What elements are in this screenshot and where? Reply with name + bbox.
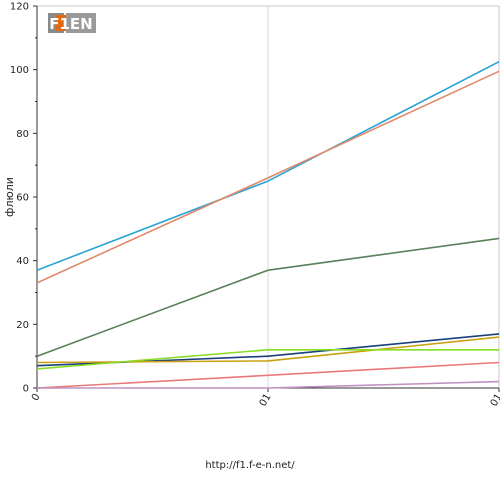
series-line-2: [36, 70, 500, 284]
series-line-8: [37, 380, 500, 389]
footer-url: http://f1.f-e-n.net/: [205, 460, 295, 471]
y-tick-label: 20: [16, 320, 29, 331]
x-tick-label: 0: [30, 392, 43, 403]
y-tick-label: 40: [16, 256, 29, 267]
tick-labels: 0 20 40 60 80 100 120 0 01 01: [10, 2, 500, 409]
x-tick-label: 01: [489, 392, 500, 409]
y-tick-label: 80: [16, 129, 29, 140]
series-lines: [36, 60, 500, 389]
y-tick-label: 100: [10, 65, 29, 76]
logo: F1EN: [45, 10, 97, 36]
series-line-1: [36, 60, 500, 271]
y-axis-title: флюли: [3, 177, 16, 217]
series-line-3: [36, 237, 500, 357]
y-tick-label: 0: [23, 384, 29, 395]
series-line-7: [36, 361, 500, 389]
x-tick-label: 01: [258, 392, 274, 409]
series-line-6: [36, 348, 499, 370]
y-tick-label: 120: [10, 2, 29, 13]
logo-text: F1EN: [49, 15, 92, 33]
y-tick-label: 60: [16, 193, 29, 204]
